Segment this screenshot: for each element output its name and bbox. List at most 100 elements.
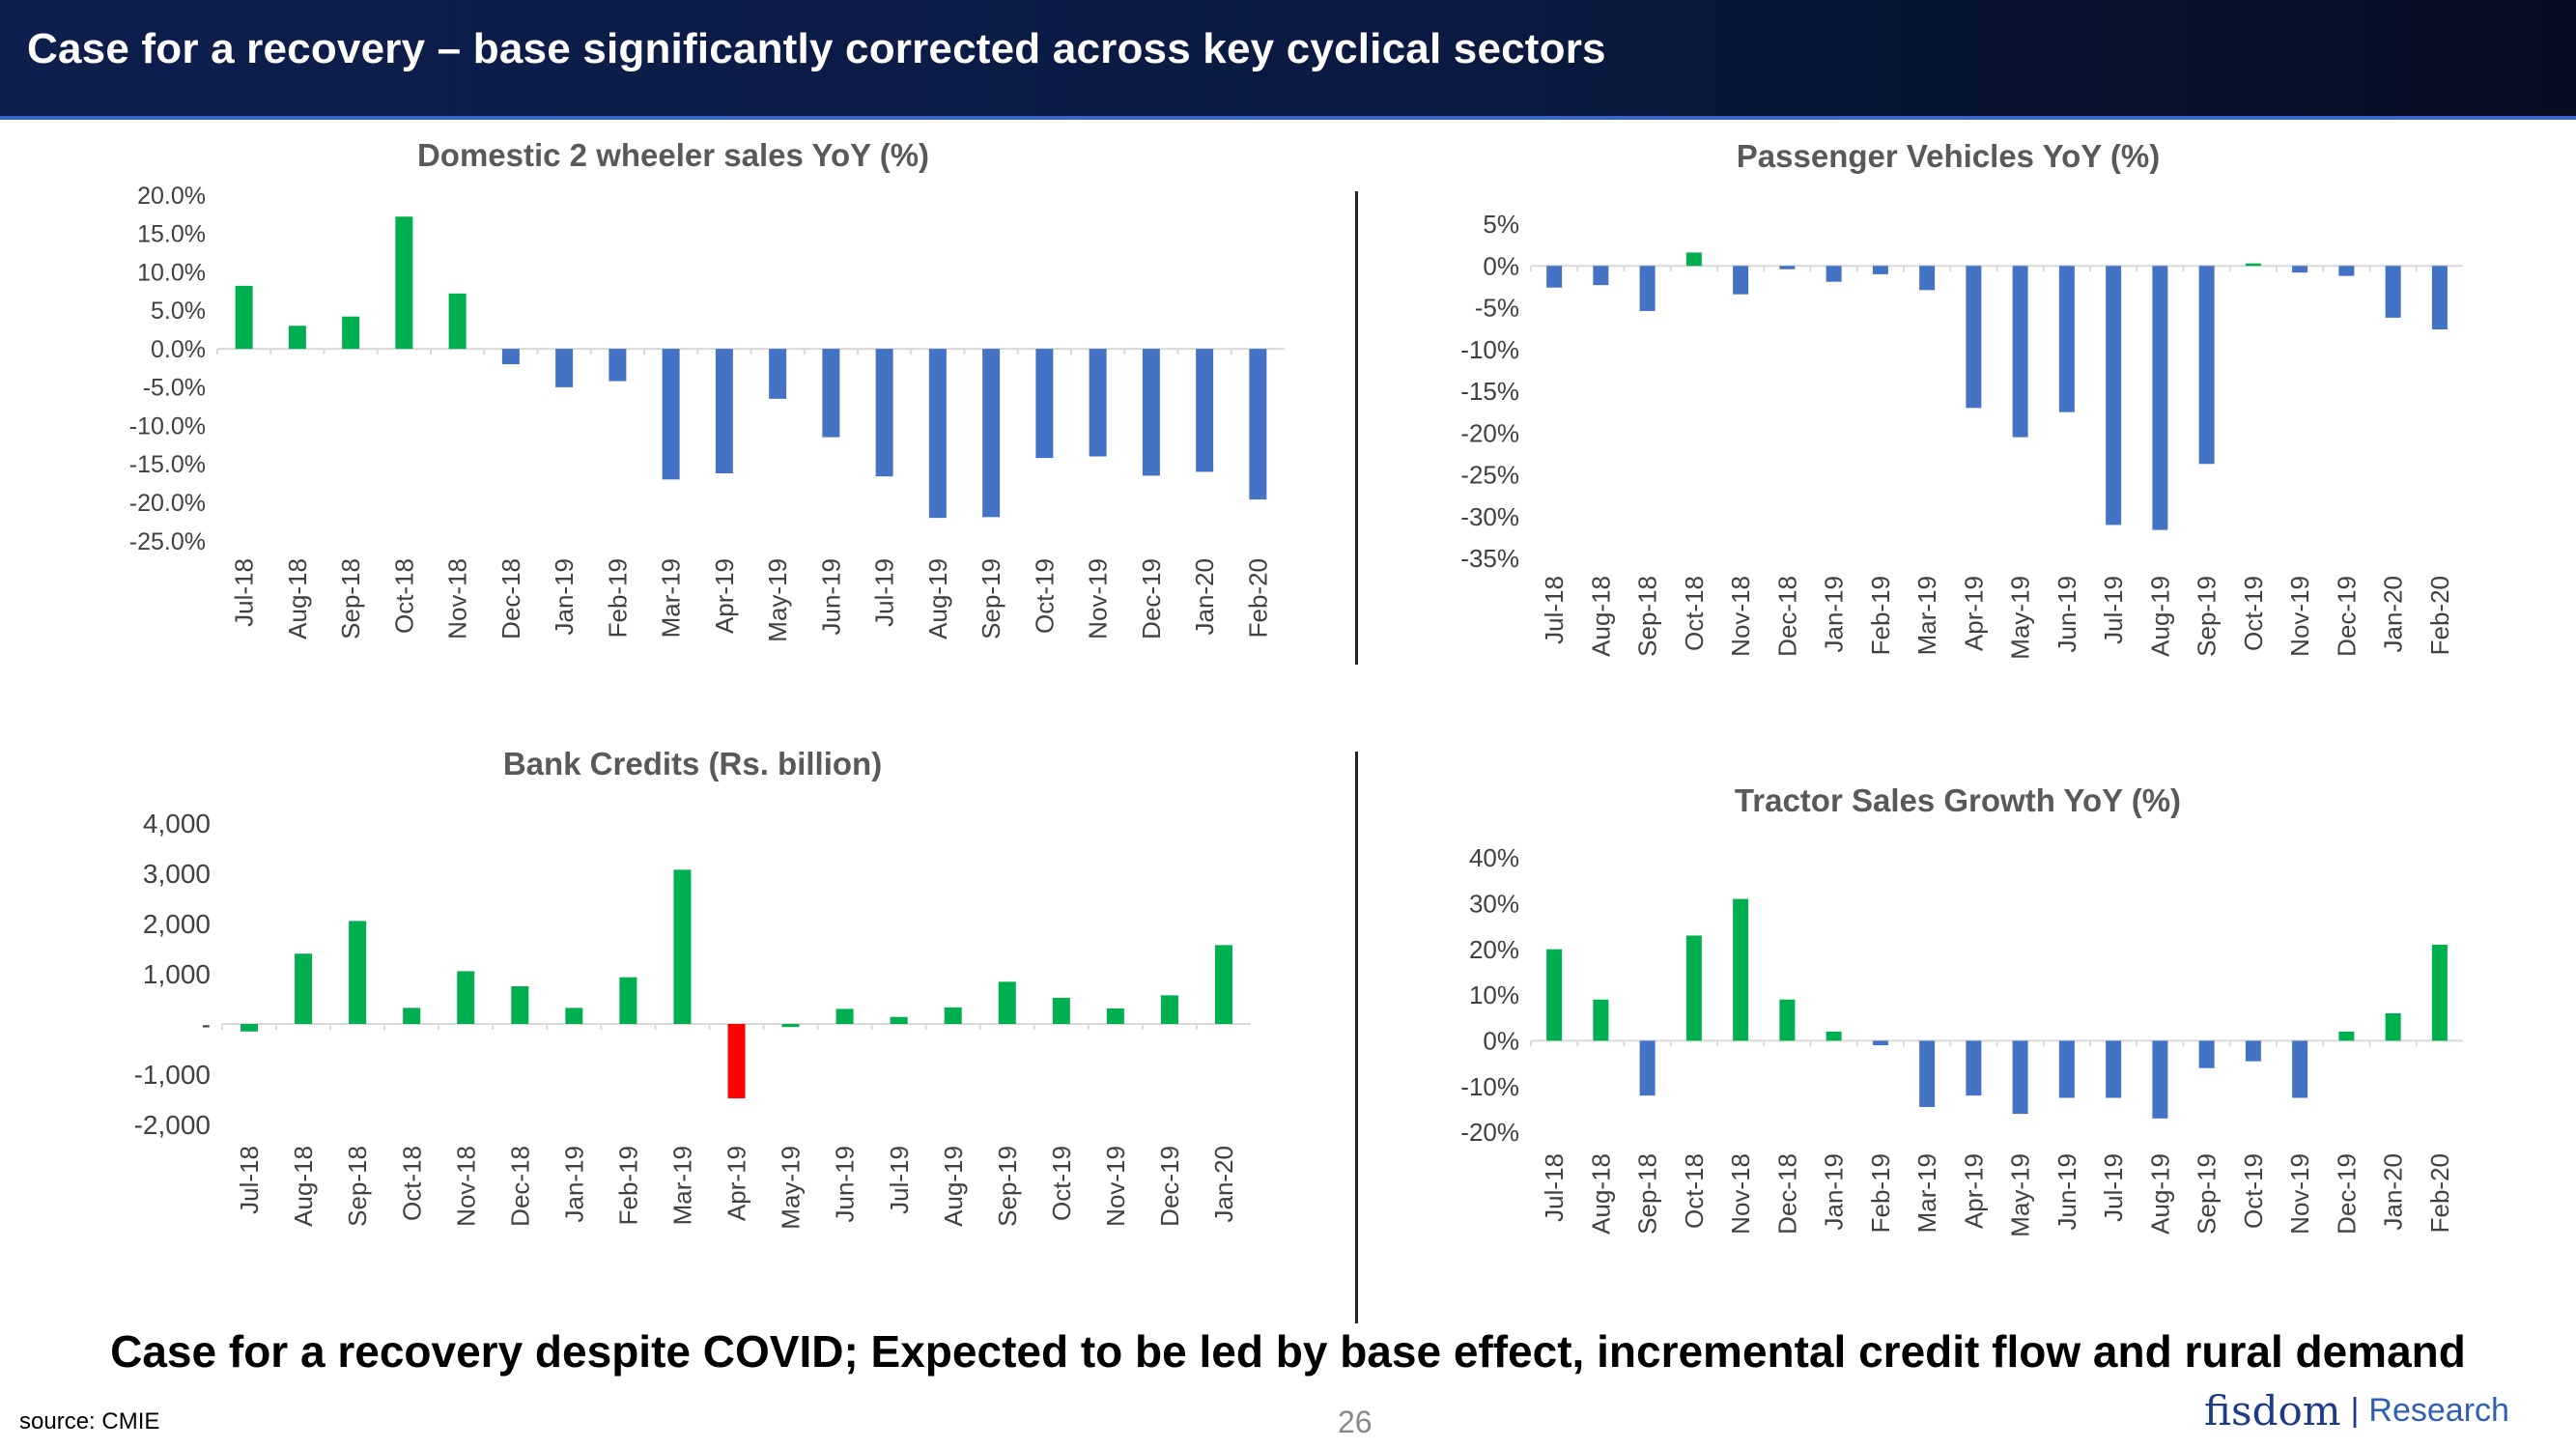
chart-title: Domestic 2 wheeler sales YoY (%) bbox=[417, 137, 929, 173]
bar-may-19 bbox=[781, 1024, 800, 1028]
y-tick-label: 30% bbox=[1469, 889, 1519, 918]
x-tick-label: Nov-19 bbox=[2285, 1153, 2314, 1235]
bar-dec-18 bbox=[501, 349, 520, 365]
bar-sep-19 bbox=[998, 981, 1016, 1024]
bar-nov-19 bbox=[2292, 1040, 2308, 1098]
bar-dec-19 bbox=[2338, 1031, 2355, 1041]
bar-nov-18 bbox=[1733, 266, 1749, 295]
y-tick-label: 10% bbox=[1469, 980, 1519, 1009]
y-tick-label: -20% bbox=[1460, 1118, 1519, 1147]
x-tick-label: Jan-20 bbox=[2379, 1153, 2408, 1231]
y-tick-label: -20% bbox=[1460, 418, 1519, 447]
x-tick-label: Jul-18 bbox=[230, 558, 259, 627]
x-tick-label: Oct-19 bbox=[2239, 576, 2268, 651]
bar-oct-18 bbox=[395, 216, 413, 350]
x-tick-label: Jan-20 bbox=[1209, 1146, 1238, 1223]
vertical-divider-bottom bbox=[1355, 752, 1358, 1323]
bar-apr-19 bbox=[1966, 266, 1982, 409]
y-tick-label: 40% bbox=[1469, 843, 1519, 872]
x-tick-label: Nov-18 bbox=[451, 1146, 480, 1227]
x-tick-label: Sep-19 bbox=[993, 1146, 1022, 1227]
y-tick-label: -15.0% bbox=[129, 451, 206, 478]
bar-jul-18 bbox=[241, 1024, 259, 1032]
x-tick-label: Apr-19 bbox=[710, 558, 739, 634]
y-tick-label: -10% bbox=[1460, 1072, 1519, 1101]
brand-separator: | bbox=[2350, 1391, 2360, 1429]
x-tick-label: Jan-19 bbox=[559, 1146, 588, 1223]
x-tick-label: Nov-19 bbox=[1101, 1146, 1130, 1227]
y-tick-label: 15.0% bbox=[137, 221, 206, 248]
bar-nov-19 bbox=[1106, 1008, 1124, 1024]
bar-feb-20 bbox=[2431, 944, 2448, 1041]
x-tick-label: Feb-19 bbox=[603, 558, 632, 638]
bar-aug-19 bbox=[944, 1007, 962, 1024]
y-tick-label: -25.0% bbox=[129, 528, 206, 555]
x-tick-label: Dec-19 bbox=[1155, 1146, 1184, 1227]
x-tick-label: Feb-19 bbox=[613, 1146, 642, 1225]
bar-jan-19 bbox=[565, 1008, 583, 1024]
bar-feb-20 bbox=[2431, 266, 2448, 329]
x-tick-label: Nov-18 bbox=[443, 558, 472, 639]
x-tick-label: Aug-18 bbox=[289, 1146, 318, 1227]
bar-mar-19 bbox=[1919, 266, 1936, 291]
bar-jun-19 bbox=[2058, 1040, 2075, 1098]
x-tick-label: Dec-18 bbox=[1772, 576, 1801, 657]
brand-unit: Research bbox=[2368, 1391, 2509, 1429]
x-tick-label: Dec-18 bbox=[505, 1146, 534, 1227]
x-tick-label: Sep-18 bbox=[1633, 1153, 1662, 1235]
x-tick-label: Oct-18 bbox=[1680, 576, 1709, 651]
slide-title: Case for a recovery – base significantly… bbox=[27, 25, 1606, 72]
x-tick-label: May-19 bbox=[2006, 1153, 2035, 1237]
y-tick-label: -10.0% bbox=[129, 412, 206, 440]
chart-passenger-vehicles: Passenger Vehicles YoY (%) 5% 0% -5% -10% -15… bbox=[1460, 138, 2463, 660]
bar-nov-19 bbox=[2292, 266, 2308, 273]
x-tick-label: Jul-19 bbox=[885, 1146, 914, 1214]
bar-aug-18 bbox=[1593, 999, 1609, 1041]
x-tick-label: Dec-18 bbox=[496, 558, 525, 639]
x-tick-label: Feb-19 bbox=[1866, 576, 1895, 655]
x-tick-label: Jan-19 bbox=[1820, 1153, 1849, 1231]
bar-dec-19 bbox=[1142, 349, 1160, 476]
x-tick-label: Nov-18 bbox=[1726, 576, 1755, 657]
x-tick-label: Jul-19 bbox=[2099, 1153, 2128, 1222]
y-tick-label: -20.0% bbox=[129, 490, 206, 517]
vertical-divider-top bbox=[1355, 191, 1358, 665]
bar-oct-18 bbox=[403, 1008, 421, 1024]
bar-feb-19 bbox=[1872, 266, 1888, 274]
x-tick-label: Nov-19 bbox=[2285, 576, 2314, 657]
x-tick-label: Jun-19 bbox=[2052, 576, 2081, 653]
x-tick-label: Jun-19 bbox=[831, 1146, 860, 1223]
x-tick-label: Jan-20 bbox=[2379, 576, 2408, 653]
chart-title: Bank Credits (Rs. billion) bbox=[503, 746, 882, 781]
y-tick-label: -5% bbox=[1475, 294, 1519, 323]
x-tick-label: Feb-20 bbox=[2425, 1153, 2454, 1233]
title-bar: Case for a recovery – base significantly… bbox=[0, 0, 2576, 120]
bar-may-19 bbox=[2012, 1040, 2028, 1115]
y-tick-label: 0% bbox=[1483, 1026, 1519, 1055]
source-note: source: CMIE bbox=[19, 1408, 160, 1435]
y-tick-label: 2,000 bbox=[143, 909, 211, 939]
y-tick-label: -30% bbox=[1460, 502, 1519, 531]
y-tick-label: -2,000 bbox=[134, 1110, 211, 1140]
x-tick-label: Feb-20 bbox=[2425, 576, 2454, 655]
bar-oct-19 bbox=[1052, 997, 1070, 1024]
bar-aug-19 bbox=[928, 349, 947, 519]
bar-oct-19 bbox=[2245, 263, 2261, 267]
x-tick-label: Oct-18 bbox=[1680, 1153, 1709, 1229]
bar-jul-19 bbox=[2106, 1040, 2122, 1098]
x-tick-label: Feb-19 bbox=[1866, 1153, 1895, 1233]
bar-jul-18 bbox=[1546, 266, 1563, 288]
y-tick-label: -25% bbox=[1460, 461, 1519, 490]
bar-jul-18 bbox=[1546, 949, 1563, 1041]
chart-tractor-sales: Tractor Sales Growth YoY (%) 40% 30% 20% 10%… bbox=[1460, 782, 2463, 1237]
bar-nov-18 bbox=[448, 293, 467, 350]
x-tick-label: Jan-19 bbox=[550, 558, 579, 636]
bar-sep-19 bbox=[982, 349, 1001, 518]
bar-jul-19 bbox=[890, 1016, 908, 1024]
y-tick-label: -15% bbox=[1460, 377, 1519, 406]
bar-dec-18 bbox=[1779, 999, 1796, 1041]
x-tick-label: Aug-19 bbox=[939, 1146, 968, 1227]
x-tick-label: Dec-19 bbox=[2332, 576, 2361, 657]
x-tick-label: Apr-19 bbox=[1959, 1153, 1988, 1229]
x-tick-label: Nov-19 bbox=[1084, 558, 1113, 639]
